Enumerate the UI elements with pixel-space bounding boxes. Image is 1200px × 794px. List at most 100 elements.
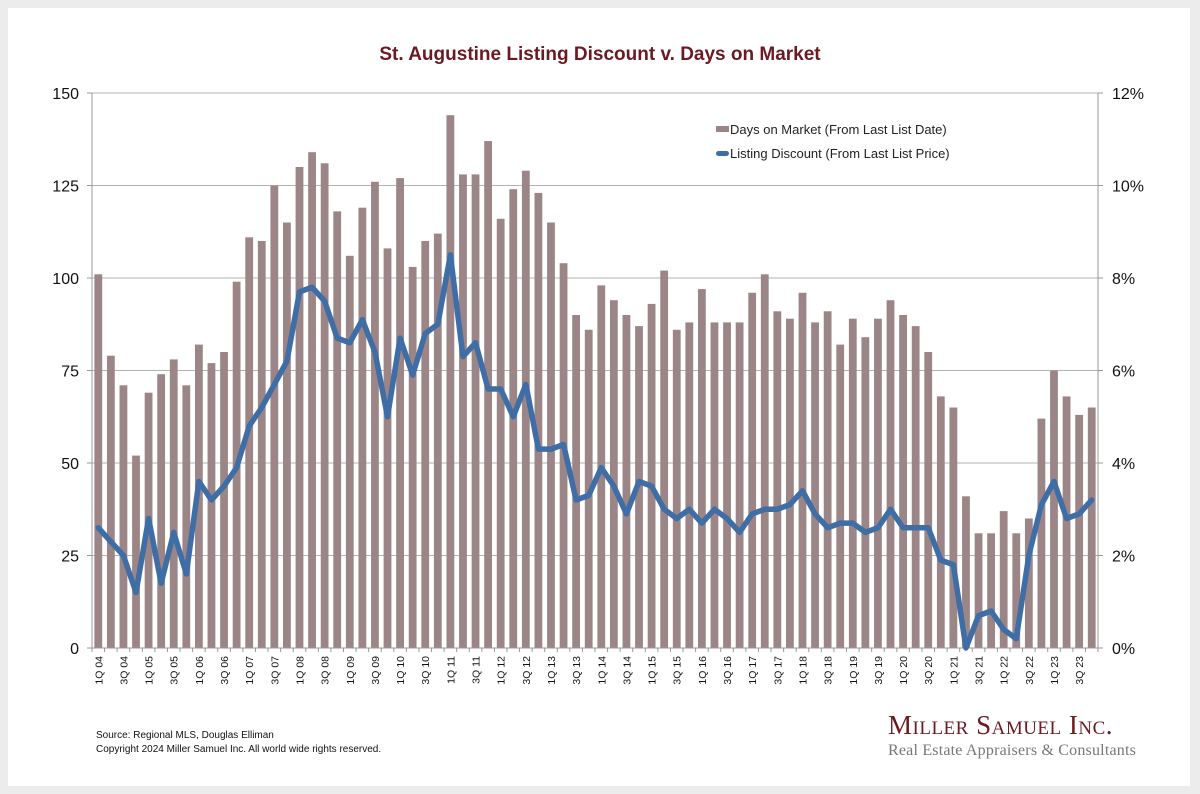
- x-tick-label: 3Q 14: [621, 656, 633, 685]
- bar: [182, 385, 191, 648]
- bar: [660, 270, 669, 648]
- bar: [974, 533, 983, 648]
- x-tick-label: 3Q 21: [974, 656, 986, 685]
- x-tick-label: 1Q 07: [244, 656, 256, 685]
- bar: [685, 322, 694, 648]
- x-tick-label: 3Q 17: [772, 656, 784, 685]
- bar: [169, 359, 178, 648]
- bar: [936, 396, 945, 648]
- x-tick-label: 3Q 10: [420, 656, 432, 685]
- bar: [723, 322, 731, 648]
- x-tick-label: 3Q 15: [672, 656, 684, 685]
- listing-discount-line: [95, 252, 1095, 651]
- bar-series: [94, 115, 1096, 649]
- x-tick-label: 1Q 04: [93, 656, 105, 685]
- bar: [1050, 370, 1058, 648]
- legend: Days on Market (From Last List Date) Lis…: [716, 117, 950, 165]
- x-tick-label: 1Q 11: [445, 656, 457, 684]
- bar: [245, 237, 254, 649]
- bar: [987, 533, 996, 648]
- legend-label: Listing Discount (From Last List Price): [730, 145, 950, 161]
- bar: [886, 300, 895, 648]
- right-tick-label: 10%: [1112, 179, 1144, 196]
- bar: [106, 355, 115, 648]
- bar: [1062, 396, 1071, 648]
- x-tick-label: 1Q 16: [697, 656, 709, 685]
- bar: [295, 167, 304, 648]
- left-tick-label: 25: [61, 549, 79, 566]
- x-tick-label: 3Q 08: [320, 656, 332, 685]
- bar: [459, 174, 467, 648]
- bar: [408, 266, 417, 648]
- source-note: Source: Regional MLS, Douglas Elliman: [96, 730, 274, 741]
- line-series: [95, 252, 1095, 651]
- x-tick-label: 3Q 22: [1024, 656, 1036, 685]
- bar: [874, 318, 882, 648]
- bar: [534, 192, 543, 648]
- logo-name: Miller Samuel Inc.: [888, 710, 1114, 740]
- bar: [1075, 414, 1084, 648]
- company-logo: Miller Samuel Inc. Real Estate Appraiser…: [888, 710, 1136, 760]
- bar: [521, 170, 530, 648]
- x-tick-label: 1Q 15: [647, 656, 659, 685]
- bar: [697, 289, 706, 648]
- left-tick-label: 75: [61, 364, 79, 381]
- x-tick-label: 3Q 11: [471, 656, 483, 684]
- x-tick-label: 1Q 14: [596, 656, 608, 685]
- bar: [220, 352, 228, 648]
- bar: [132, 455, 140, 648]
- x-tick-label: 1Q 19: [848, 656, 860, 685]
- x-tick-label: 3Q 16: [722, 656, 734, 685]
- x-tick-label: 3Q 06: [219, 656, 231, 685]
- x-tick-label: 3Q 23: [1074, 656, 1086, 685]
- x-tick-label: 1Q 22: [999, 656, 1011, 685]
- x-tick-label: 1Q 08: [294, 656, 306, 685]
- right-tick-label: 6%: [1112, 364, 1135, 381]
- x-tick-label: 3Q 07: [269, 656, 281, 685]
- bar: [786, 318, 794, 648]
- bar: [710, 322, 719, 648]
- bar: [257, 241, 266, 648]
- x-tick-label: 1Q 05: [144, 656, 156, 685]
- x-tick-label: 3Q 12: [521, 656, 533, 685]
- x-tick-label: 1Q 09: [345, 656, 357, 685]
- right-y-axis-ticks: 0% 2% 4% 6% 8% 10% 12%: [1098, 86, 1144, 658]
- bar: [1024, 518, 1033, 648]
- x-tick-label: 1Q 13: [546, 656, 558, 685]
- legend-line-swatch: [716, 150, 729, 156]
- bar: [1037, 418, 1046, 648]
- bar: [848, 318, 857, 648]
- bar: [823, 311, 832, 648]
- bar: [760, 274, 769, 648]
- x-tick-label: 1Q 06: [194, 656, 206, 685]
- bar: [119, 385, 128, 648]
- x-axis-ticks: 1Q 04 3Q 04 1Q 05 3Q 05 1Q 06 3Q 06 1Q 07 3Q 07…: [91, 648, 1099, 685]
- left-tick-label: 50: [61, 456, 79, 473]
- bar: [647, 303, 656, 648]
- right-tick-label: 4%: [1112, 456, 1135, 473]
- x-tick-label: 3Q 13: [571, 656, 583, 685]
- right-tick-label: 2%: [1112, 549, 1135, 566]
- bar: [547, 222, 555, 648]
- x-tick-label: 3Q 18: [823, 656, 835, 685]
- logo-tagline: Real Estate Appraisers & Consultants: [888, 742, 1137, 759]
- x-tick-label: 1Q 12: [496, 656, 508, 685]
- bar: [811, 322, 819, 648]
- bar: [320, 163, 329, 649]
- bar: [836, 344, 845, 648]
- left-y-axis-ticks: 0 25 50 75 100 125 150: [52, 86, 92, 658]
- bar: [911, 326, 920, 648]
- legend-bar-swatch: [716, 126, 729, 132]
- x-tick-label: 1Q 21: [948, 656, 960, 685]
- bar: [861, 337, 870, 648]
- x-tick-label: 1Q 18: [797, 656, 809, 685]
- bar: [333, 211, 342, 648]
- bar: [396, 178, 404, 648]
- x-tick-label: 3Q 20: [923, 656, 935, 685]
- bar: [735, 322, 744, 648]
- x-tick-label: 1Q 10: [395, 656, 407, 685]
- copyright-note: Copyright 2024 Miller Samuel Inc. All wo…: [96, 744, 382, 755]
- bar: [270, 185, 279, 648]
- legend-item-listing-discount: Listing Discount (From Last List Price): [716, 141, 950, 165]
- x-tick-label: 3Q 19: [873, 656, 885, 685]
